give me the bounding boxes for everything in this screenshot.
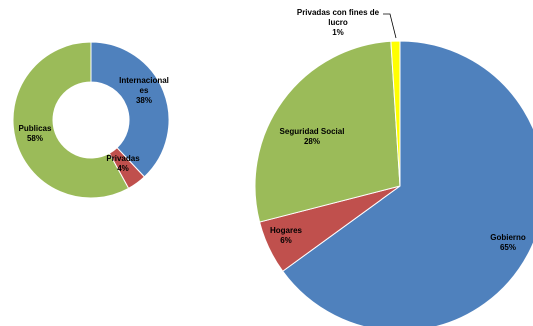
donut-data-label-privadas: Privadas 4% (106, 154, 140, 173)
pie-slice-seguridad-social (254, 40, 401, 223)
donut-chart: Internacional es 38% Privadas 4% Publicas 58% (12, 41, 170, 199)
pie-chart: Gobierno 65% Hogares 6% Seguridad Social 28% P… (254, 8, 533, 326)
donut-data-label-internacionales: Internacional es 38% (119, 76, 169, 105)
donut-slice-publicas (12, 41, 130, 199)
donut-slice-internacionales (90, 41, 170, 178)
pie-data-label-seguridad-social: Seguridad Social 28% (280, 127, 345, 146)
pie-slice-privadas-con-fines-de-lucro (390, 40, 401, 187)
pie-data-label-privadas-con-fines-de-lucro: Privadas con fines de lucro 1% (297, 8, 380, 37)
donut-data-label-publicas: Publicas 58% (19, 124, 52, 143)
pie-data-label-hogares: Hogares 6% (270, 226, 303, 245)
pie-leader-line-privadas-con-fines-de-lucro (383, 13, 397, 39)
pie-data-label-gobierno: Gobierno 65% (490, 233, 526, 252)
pie-slice-gobierno (281, 40, 533, 326)
